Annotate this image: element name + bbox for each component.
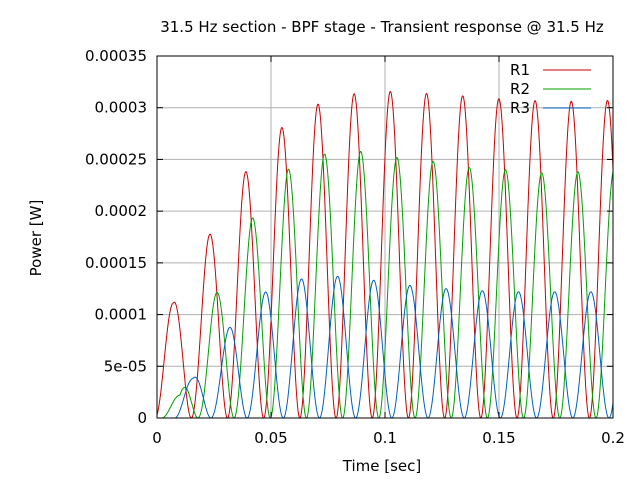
y-tick-label: 5e-05 [104,357,147,375]
y-tick-label: 0.00015 [85,254,147,272]
axis-ticks: 0 5e-05 0.0001 0.00015 0.0002 0.00025 0.0003 0.… [85,47,625,447]
series-line-r2 [157,150,614,419]
y-tick-label: 0.00035 [85,47,147,65]
x-tick-label: 0.15 [482,429,515,447]
x-axis-label: Time [sec] [342,457,421,475]
y-tick-label: 0.0002 [95,202,148,220]
chart-title: 31.5 Hz section - BPF stage - Transient … [160,18,604,36]
x-tick-label: 0 [152,429,162,447]
y-tick-label: 0.00025 [85,150,147,168]
x-tick-label: 0.2 [601,429,625,447]
x-tick-label: 0.05 [254,429,287,447]
legend-label-r2: R2 [510,80,530,98]
legend-label-r1: R1 [510,61,530,79]
x-tick-label: 0.1 [373,429,397,447]
y-axis-label: Power [W] [27,200,45,277]
legend-label-r3: R3 [510,99,530,117]
series-line-r1 [156,90,614,419]
y-tick-label: 0.0003 [95,99,148,117]
y-tick-label: 0.0001 [95,306,148,324]
y-tick-label: 0 [137,409,147,427]
